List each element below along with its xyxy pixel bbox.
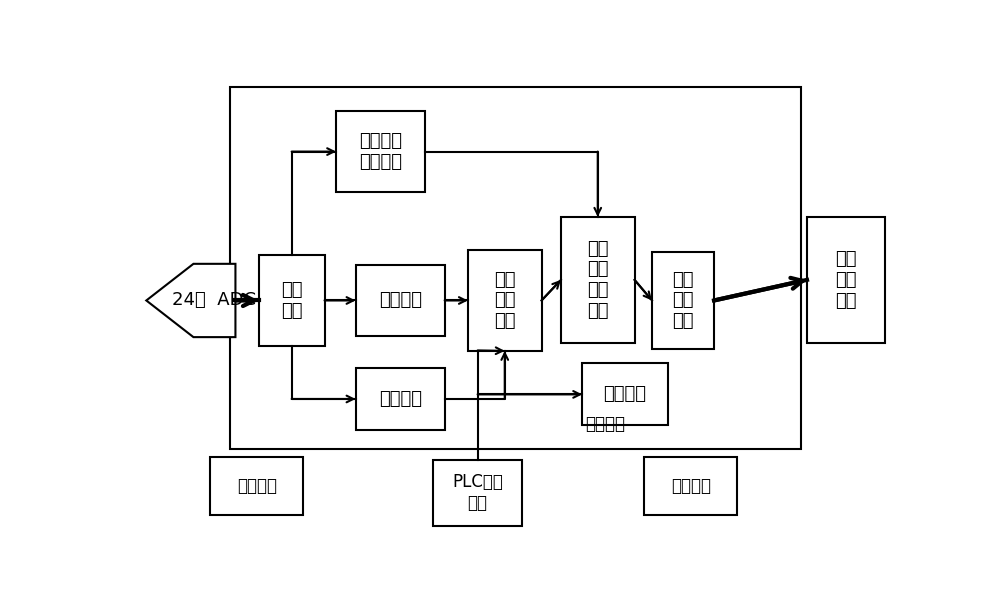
Bar [336, 111, 425, 192]
Text: 数字
滤波: 数字 滤波 [281, 281, 302, 320]
Bar [259, 255, 325, 346]
Bar [561, 217, 635, 343]
Bar [807, 217, 885, 343]
Polygon shape [146, 264, 235, 337]
Text: 冲击信息: 冲击信息 [379, 390, 422, 408]
Text: 预估滞空
重量验证: 预估滞空 重量验证 [359, 132, 402, 171]
Text: 辅助电源: 辅助电源 [237, 477, 277, 495]
Text: 人机界面: 人机界面 [671, 477, 711, 495]
Text: 主控单元: 主控单元 [586, 415, 626, 433]
Text: 预估
滞空
重量
补偿: 预估 滞空 重量 补偿 [587, 240, 608, 320]
Bar [582, 364, 668, 425]
Bar [468, 250, 542, 351]
Bar [210, 458, 303, 515]
Text: 冲击
噪声
滤除: 冲击 噪声 滤除 [494, 271, 516, 330]
Bar [356, 265, 445, 336]
Text: 螺旋
位置
判断: 螺旋 位置 判断 [672, 271, 694, 330]
Bar [356, 368, 445, 430]
Bar [433, 460, 522, 526]
Text: 螺旋
控制
输出: 螺旋 控制 输出 [835, 250, 856, 309]
Bar [230, 87, 801, 449]
Text: 重量信息: 重量信息 [379, 292, 422, 309]
Text: 目标重量: 目标重量 [603, 386, 646, 403]
Text: 24位  ADC: 24位 ADC [172, 292, 256, 309]
Bar [644, 458, 737, 515]
Text: PLC通信
接口: PLC通信 接口 [452, 474, 503, 512]
Bar [652, 252, 714, 349]
